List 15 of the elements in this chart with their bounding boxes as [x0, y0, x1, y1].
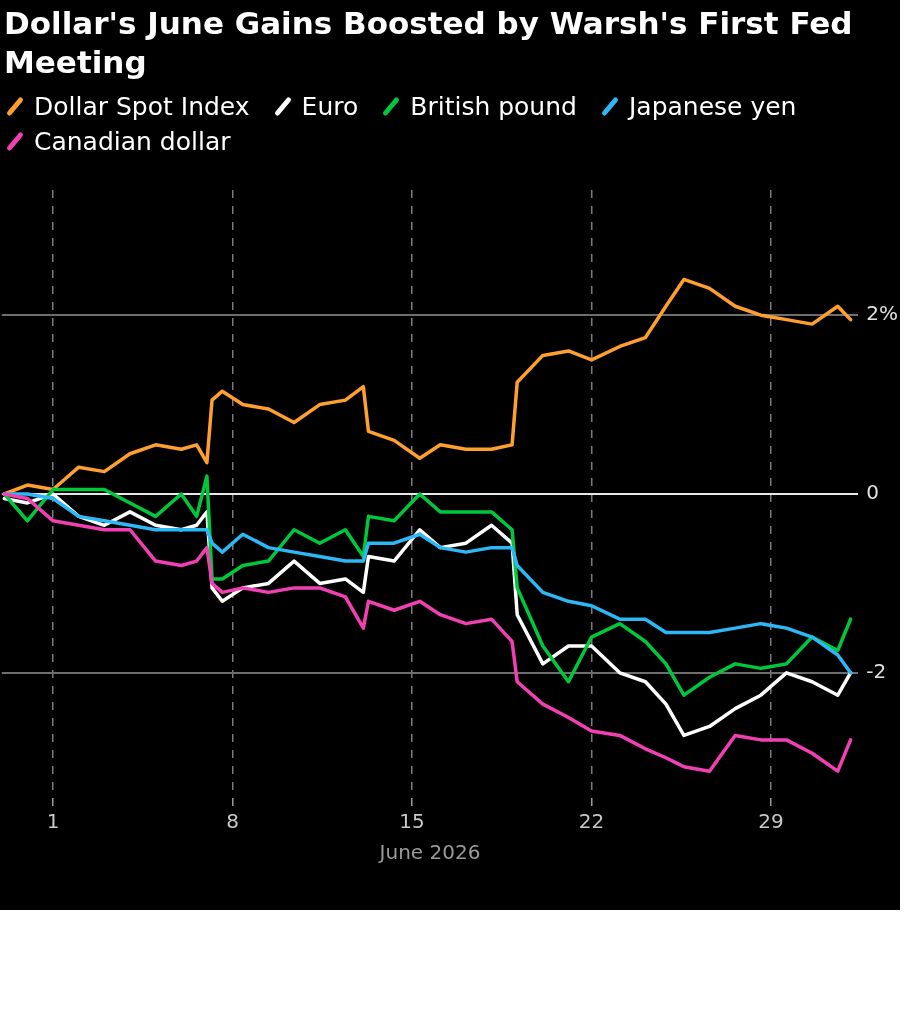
- y-tick-label: 0: [866, 479, 880, 504]
- chart-title: Dollar's June Gains Boosted by Warsh's First Fed Meeting: [3, 4, 854, 82]
- x-tick-label: 22: [578, 808, 605, 833]
- x-tick-label: 15: [399, 808, 425, 833]
- x-tick-label: 29: [758, 808, 784, 833]
- legend-label: Euro: [301, 91, 359, 121]
- legend-label: British pound: [410, 91, 577, 121]
- y-tick-label: -2: [866, 658, 887, 683]
- x-axis-title: June 2026: [377, 839, 481, 864]
- legend-label: Canadian dollar: [34, 126, 231, 156]
- x-tick-label: 8: [226, 808, 239, 833]
- legend-label: Dollar Spot Index: [34, 91, 250, 121]
- x-tick-label: 1: [46, 808, 60, 833]
- legend-label: Japanese yen: [628, 91, 797, 121]
- y-tick-label: 2%: [866, 300, 899, 325]
